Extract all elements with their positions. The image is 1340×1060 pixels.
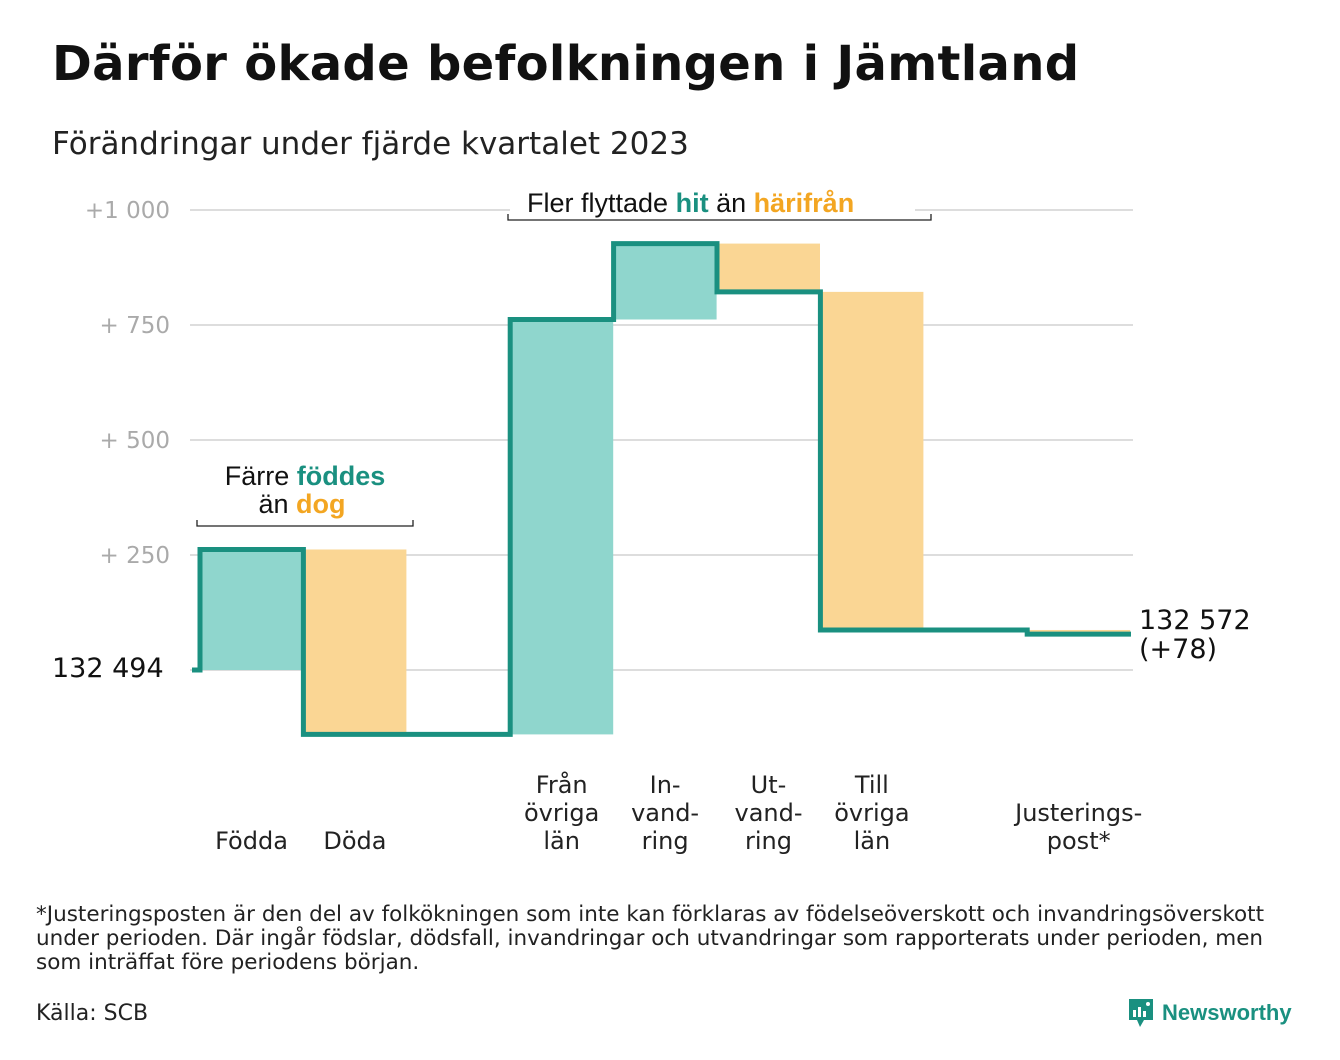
- end-change-label: (+78): [1139, 634, 1217, 665]
- annotation-births-bracket: [196, 520, 414, 527]
- bar-increase: [613, 243, 717, 320]
- category-label: län: [854, 827, 891, 855]
- bar-increase: [510, 319, 614, 735]
- y-axis-ticks: +1 000 + 750 + 500 + 250: [85, 198, 170, 569]
- category-label: övriga: [834, 799, 909, 827]
- annotation-births-line1: Färre föddes: [225, 461, 386, 491]
- end-value-label: 132 572: [1139, 605, 1251, 636]
- annotation-migration-bracket: [507, 214, 932, 221]
- start-value-label: 132 494: [52, 653, 164, 684]
- category-label: län: [543, 827, 580, 855]
- annotation-births-deaths: Färre föddes än dog: [196, 461, 414, 527]
- bars: [200, 243, 1131, 735]
- newsworthy-logo-icon: [1129, 999, 1153, 1027]
- category-label: ring: [642, 827, 689, 855]
- waterfall-chart: +1 000+ 750+ 500+ 250 Födda DödaFrånövrig…: [52, 178, 1251, 855]
- y-tick-label: + 500: [100, 428, 170, 454]
- running-total-line: [192, 241, 1131, 737]
- source-label: Källa: SCB: [36, 1001, 149, 1026]
- category-label: post*: [1047, 827, 1111, 855]
- newsworthy-logo[interactable]: Newsworthy: [1128, 998, 1292, 1028]
- y-tick-label: +1 000: [85, 198, 170, 224]
- logo-text: Newsworthy: [1162, 1000, 1292, 1025]
- annotation-migration-text: Fler flyttade hit än härifrån: [527, 188, 854, 218]
- category-label: Ut-: [751, 771, 787, 799]
- annotation-births-line2: än dog: [258, 489, 345, 519]
- category-label: vand-: [734, 799, 802, 827]
- category-label: Födda: [215, 827, 288, 855]
- y-tick-label: + 250: [100, 543, 170, 569]
- category-label: Justerings-: [1013, 799, 1142, 827]
- category-label: övriga: [524, 799, 599, 827]
- bar-decrease: [303, 549, 407, 735]
- y-tick-label: + 750: [100, 313, 170, 339]
- annotation-migration: Fler flyttade hit än härifrån: [507, 178, 932, 221]
- bar-decrease: [717, 243, 820, 292]
- bar-increase: [200, 549, 303, 670]
- chart-subtitle: Förändringar under fjärde kvartalet 2023: [52, 126, 689, 162]
- category-label: ring: [745, 827, 792, 855]
- category-label: Från: [536, 770, 588, 799]
- category-label: In-: [650, 771, 681, 799]
- bar-decrease: [820, 291, 924, 630]
- footnote: *Justeringsposten är den del av folkökni…: [36, 902, 1265, 975]
- category-labels: Födda DödaFrånövrigalänIn-vand-ringUt-van…: [215, 770, 1142, 855]
- running-total-step-line: [192, 241, 1131, 737]
- chart-title: Därför ökade befolkningen i Jämtland: [52, 36, 1080, 92]
- category-label: Döda: [323, 827, 386, 855]
- category-label: vand-: [631, 799, 699, 827]
- category-label: Till: [854, 771, 889, 799]
